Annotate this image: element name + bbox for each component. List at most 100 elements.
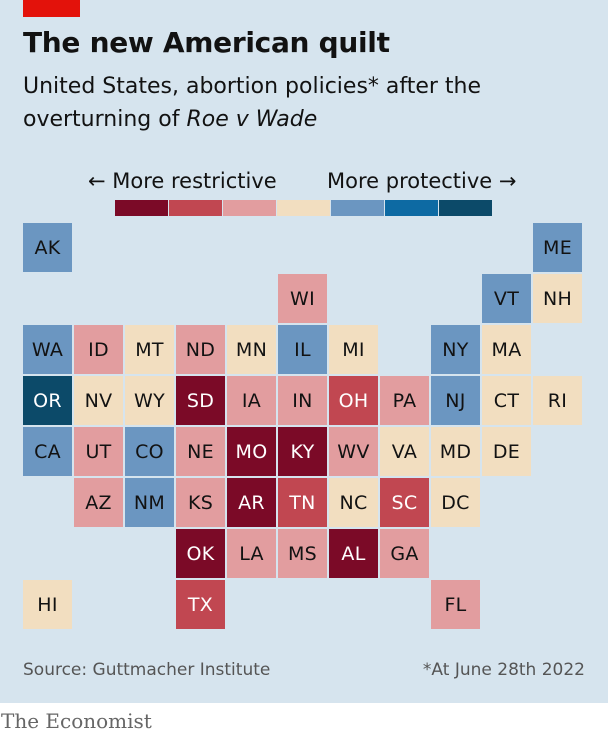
state-tile-dc: DC — [431, 478, 480, 527]
state-label: WI — [290, 287, 315, 310]
legend-swatch-4 — [331, 200, 384, 216]
state-label: WV — [337, 440, 370, 463]
state-label: IN — [292, 389, 313, 412]
subtitle-italic-text: Roe v Wade — [186, 107, 318, 132]
state-tile-nd: ND — [176, 325, 225, 374]
state-label: KS — [187, 491, 214, 514]
state-tile-ky: KY — [278, 427, 327, 476]
state-tile-id: ID — [74, 325, 123, 374]
state-tile-ar: AR — [227, 478, 276, 527]
state-tile-nc: NC — [329, 478, 378, 527]
state-label: MO — [235, 440, 268, 463]
state-label: NV — [84, 389, 113, 412]
state-tile-mo: MO — [227, 427, 276, 476]
state-label: AZ — [85, 491, 112, 514]
state-tile-nm: NM — [125, 478, 174, 527]
state-label: MA — [491, 338, 522, 361]
state-label: NM — [133, 491, 166, 514]
state-label: MI — [342, 338, 365, 361]
state-tile-wi: WI — [278, 274, 327, 323]
state-tile-oh: OH — [329, 376, 378, 425]
legend-swatch-2 — [223, 200, 276, 216]
state-label: VA — [391, 440, 418, 463]
state-label: SD — [186, 389, 215, 412]
state-label: DE — [492, 440, 521, 463]
legend-swatch-1 — [169, 200, 222, 216]
legend-left-label: ← More restrictive — [88, 169, 277, 193]
legend-swatch-5 — [385, 200, 438, 216]
state-tile-ga: GA — [380, 529, 429, 578]
state-label: TX — [187, 593, 214, 616]
state-label: PA — [392, 389, 417, 412]
state-tile-nv: NV — [74, 376, 123, 425]
state-label: CT — [493, 389, 520, 412]
state-label: VT — [493, 287, 520, 310]
state-tile-vt: VT — [482, 274, 531, 323]
state-tile-mi: MI — [329, 325, 378, 374]
state-label: OK — [186, 542, 215, 565]
state-tile-in: IN — [278, 376, 327, 425]
state-label: TN — [289, 491, 316, 514]
state-label: HI — [37, 593, 58, 616]
state-tile-ks: KS — [176, 478, 225, 527]
state-label: ID — [88, 338, 109, 361]
state-label: IL — [294, 338, 311, 361]
brand-red-bar — [23, 0, 80, 17]
state-tile-ok: OK — [176, 529, 225, 578]
state-label: NY — [442, 338, 469, 361]
state-label: IA — [241, 389, 262, 412]
state-tile-tx: TX — [176, 580, 225, 629]
state-label: AL — [341, 542, 366, 565]
state-tile-ut: UT — [74, 427, 123, 476]
state-tile-or: OR — [23, 376, 72, 425]
state-label: AK — [34, 236, 61, 259]
state-label: RI — [547, 389, 568, 412]
state-label: MT — [135, 338, 164, 361]
publisher-name: The Economist — [1, 709, 152, 733]
chart-panel: The new American quilt United States, ab… — [0, 0, 608, 703]
state-tile-wa: WA — [23, 325, 72, 374]
state-tile-ct: CT — [482, 376, 531, 425]
state-label: ME — [543, 236, 572, 259]
state-label: WA — [31, 338, 64, 361]
state-label: LA — [239, 542, 264, 565]
subtitle-text: United States, abortion policies* after … — [23, 74, 482, 132]
state-label: CO — [135, 440, 164, 463]
state-label: OR — [33, 389, 62, 412]
state-tile-ms: MS — [278, 529, 327, 578]
state-tile-il: IL — [278, 325, 327, 374]
state-tile-wy: WY — [125, 376, 174, 425]
state-label: NC — [339, 491, 368, 514]
state-tile-az: AZ — [74, 478, 123, 527]
state-label: KY — [290, 440, 315, 463]
state-label: SC — [391, 491, 418, 514]
footnote: *At June 28th 2022 — [422, 660, 585, 680]
state-tile-md: MD — [431, 427, 480, 476]
state-label: WY — [134, 389, 165, 412]
state-tile-ri: RI — [533, 376, 582, 425]
state-tile-la: LA — [227, 529, 276, 578]
state-label: NH — [542, 287, 573, 310]
state-tile-nj: NJ — [431, 376, 480, 425]
state-label: MN — [235, 338, 268, 361]
state-tile-co: CO — [125, 427, 174, 476]
state-tile-mn: MN — [227, 325, 276, 374]
state-tile-va: VA — [380, 427, 429, 476]
chart-title: The new American quilt — [23, 26, 390, 59]
state-tile-mt: MT — [125, 325, 174, 374]
state-tile-nh: NH — [533, 274, 582, 323]
state-label: ND — [185, 338, 216, 361]
state-tile-tn: TN — [278, 478, 327, 527]
state-label: AR — [238, 491, 265, 514]
state-tile-fl: FL — [431, 580, 480, 629]
state-tile-ma: MA — [482, 325, 531, 374]
state-tile-sc: SC — [380, 478, 429, 527]
state-tile-ia: IA — [227, 376, 276, 425]
state-label: GA — [390, 542, 419, 565]
state-label: MD — [439, 440, 472, 463]
state-label: MS — [287, 542, 318, 565]
state-tile-me: ME — [533, 223, 582, 272]
state-tile-ak: AK — [23, 223, 72, 272]
state-tile-hi: HI — [23, 580, 72, 629]
source-note: Source: Guttmacher Institute — [23, 660, 271, 680]
